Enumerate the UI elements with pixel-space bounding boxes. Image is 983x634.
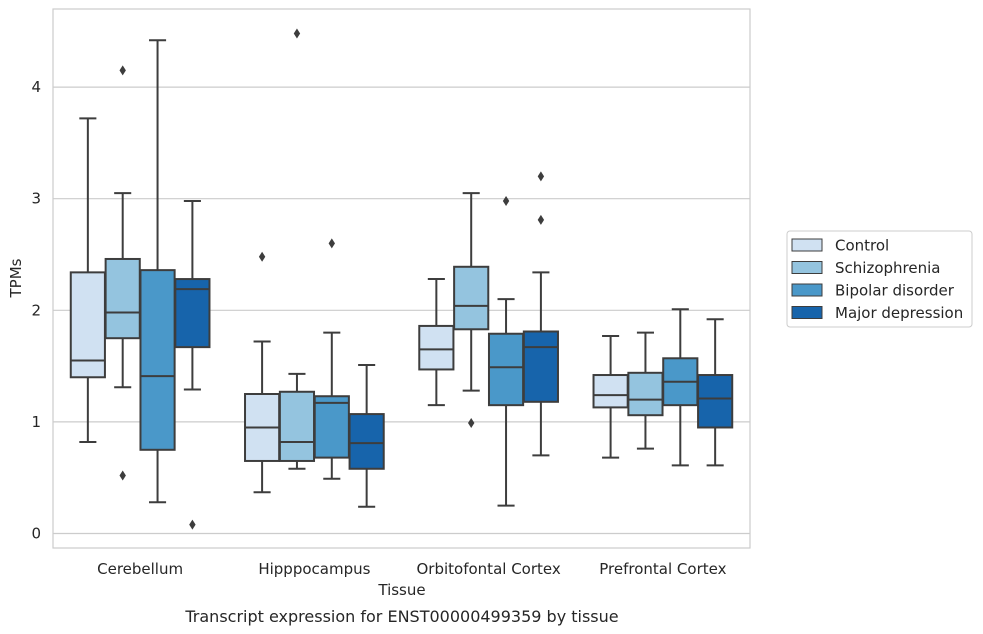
y-tick-label: 3 bbox=[31, 190, 41, 208]
legend-label: Control bbox=[835, 237, 889, 255]
box-major-depression bbox=[522, 171, 559, 457]
outlier-point bbox=[537, 171, 545, 182]
y-axis-title: TPMs bbox=[7, 258, 25, 298]
x-tick-label: Orbitofontal Cortex bbox=[417, 560, 561, 578]
plot-area bbox=[69, 28, 734, 530]
box-iqr bbox=[348, 413, 385, 470]
box-schizophrenia bbox=[453, 192, 490, 429]
box-schizophrenia bbox=[627, 331, 664, 450]
x-tick-labels: Cerebellum Hipppocampus Orbitofontal Corte… bbox=[97, 560, 726, 578]
box-iqr bbox=[453, 265, 490, 331]
box-iqr bbox=[592, 374, 629, 409]
x-tick-label: Cerebellum bbox=[97, 560, 183, 578]
box-iqr bbox=[627, 371, 664, 417]
outlier-point bbox=[119, 470, 126, 481]
box-iqr bbox=[278, 390, 316, 462]
legend-label: Major depression bbox=[835, 304, 963, 322]
y-tick-labels: 0 1 2 3 4 bbox=[31, 78, 41, 542]
box-iqr bbox=[418, 324, 455, 371]
legend: Control Schizophrenia Bipolar disorder Majo… bbox=[786, 230, 973, 328]
y-tick-label: 4 bbox=[31, 78, 41, 96]
box-control bbox=[69, 117, 106, 443]
legend-label: Bipolar disorder bbox=[835, 282, 955, 300]
box-schizophrenia bbox=[104, 65, 141, 481]
outlier-point bbox=[293, 28, 301, 39]
outlier-point bbox=[537, 214, 545, 225]
box-major-depression bbox=[697, 318, 734, 467]
outlier-point bbox=[119, 65, 126, 76]
box-major-depression bbox=[174, 199, 211, 530]
x-tick-label: Prefrontal Cortex bbox=[599, 560, 726, 578]
axes-frame bbox=[52, 8, 751, 549]
box-iqr bbox=[69, 271, 106, 379]
box-major-depression bbox=[348, 363, 385, 508]
legend-swatch bbox=[791, 238, 823, 252]
legend-frame bbox=[786, 230, 973, 328]
box-bipolar-disorder bbox=[487, 195, 525, 507]
legend-swatch bbox=[791, 283, 823, 297]
box-iqr bbox=[139, 269, 176, 451]
box-iqr bbox=[697, 374, 734, 429]
y-tick-label: 1 bbox=[31, 413, 41, 431]
outlier-point bbox=[328, 238, 335, 249]
box-iqr bbox=[522, 330, 559, 403]
outlier-point bbox=[502, 195, 510, 206]
box-bipolar-disorder bbox=[139, 39, 176, 504]
box-control bbox=[592, 334, 629, 459]
x-axis-title: Tissue bbox=[377, 581, 425, 599]
x-tick-label: Hipppocampus bbox=[258, 560, 370, 578]
chart-caption: Transcript expression for ENST0000049935… bbox=[184, 607, 618, 626]
box-iqr bbox=[487, 332, 525, 407]
box-bipolar-disorder bbox=[662, 308, 699, 467]
legend-label: Schizophrenia bbox=[835, 259, 940, 277]
y-tick-label: 2 bbox=[31, 301, 41, 319]
box-control bbox=[244, 251, 281, 494]
outlier-point bbox=[258, 251, 266, 262]
box-iqr bbox=[104, 257, 141, 340]
box-control bbox=[418, 278, 455, 407]
y-tick-label: 0 bbox=[31, 524, 41, 542]
box-schizophrenia bbox=[278, 28, 316, 470]
legend-swatch bbox=[791, 261, 823, 274]
box-iqr bbox=[313, 395, 350, 459]
legend-swatch bbox=[791, 306, 823, 319]
box-iqr bbox=[174, 278, 211, 349]
box-bipolar-disorder bbox=[313, 238, 350, 480]
outlier-point bbox=[468, 418, 475, 429]
outlier-point bbox=[189, 519, 196, 530]
